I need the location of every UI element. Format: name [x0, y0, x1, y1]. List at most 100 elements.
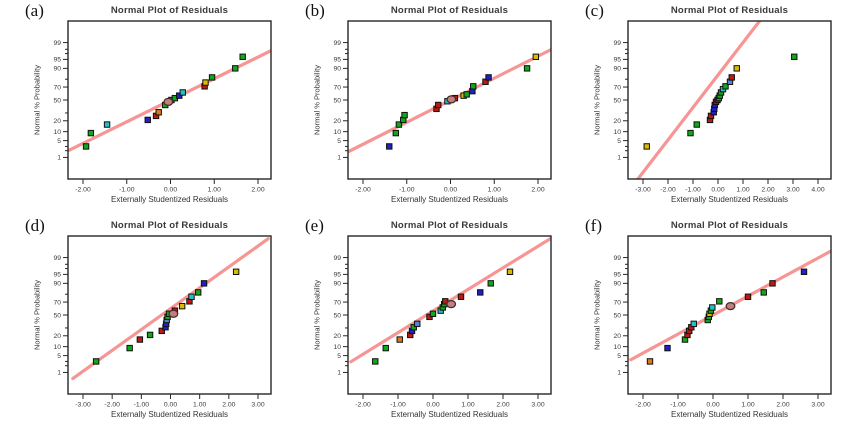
data-point [158, 327, 165, 335]
x-tick-label: -2.00 [104, 402, 120, 409]
data-point [208, 74, 216, 81]
y-tick-label: 90 [53, 281, 61, 288]
x-tick-label: -3.00 [75, 402, 91, 409]
y-tick-label: 99 [613, 255, 621, 262]
y-tick-label: 5 [57, 353, 61, 360]
data-point [232, 268, 240, 275]
x-tick-label: 0.00 [711, 187, 724, 194]
x-tick-label: 2.00 [761, 187, 774, 194]
y-tick-label: 90 [613, 281, 621, 288]
normal-probability-plot-f: 99 95 90 70 50 20 10 5 1 -2.00 -1.00 0.00 1.00 2.00 3.… [613, 235, 832, 409]
data-point [733, 65, 740, 72]
data-point [470, 83, 477, 90]
data-point [155, 109, 162, 116]
data-point [202, 79, 209, 86]
panel-letter-f: (f) [585, 216, 602, 235]
data-point [396, 336, 403, 343]
x-tick-label: 4.00 [811, 187, 824, 194]
x-tick-label: -3.00 [635, 187, 651, 194]
y-tick-label: 10 [333, 344, 341, 351]
x-tick-label: -2.00 [660, 187, 676, 194]
y-tick-label: 99 [613, 40, 621, 47]
x-axis-title: Externally Studentized Residuals [671, 410, 788, 419]
plot-title: Normal Plot of Residuals [390, 5, 509, 16]
data-point [744, 293, 752, 300]
y-tick-label: 95 [333, 57, 341, 64]
plot-panel-e: 99 95 90 70 50 20 10 5 1 -2.00 -1.00 0.00 1.00 2.00 3.… [280, 215, 560, 431]
y-tick-label: 1 [57, 155, 61, 162]
x-tick-label: -2.00 [635, 402, 651, 409]
data-point [401, 111, 408, 119]
y-tick-label: 70 [53, 299, 61, 306]
x-tick-label: 0.00 [706, 402, 719, 409]
data-point [382, 344, 389, 352]
x-tick-label: 3.00 [251, 402, 264, 409]
data-point [414, 320, 421, 328]
y-tick-label: 50 [613, 312, 621, 319]
y-tick-label: 50 [613, 97, 621, 104]
y-axis-title: Normal % Probability [312, 279, 322, 351]
y-axis-title: Normal % Probability [32, 64, 42, 136]
plot-title: Normal Plot of Residuals [390, 220, 509, 231]
y-tick-label: 70 [333, 299, 341, 306]
normal-probability-plot-e: 99 95 90 70 50 20 10 5 1 -2.00 -1.00 0.00 1.00 2.00 3.… [333, 235, 552, 409]
x-axis-title: Externally Studentized Residuals [671, 195, 788, 204]
plot-frame [627, 20, 832, 180]
data-point [523, 65, 531, 72]
data-point [769, 280, 776, 287]
x-tick-label: 0.00 [164, 402, 177, 409]
data-point [485, 74, 492, 81]
data-point [232, 65, 239, 72]
x-tick-label: 2.00 [251, 187, 264, 194]
y-tick-label: 95 [613, 272, 621, 279]
data-point [386, 143, 393, 150]
normal-probability-plot-a: 99 95 90 70 50 20 10 5 1 -2.00 -1.00 0.00 1.00 2.00 [53, 20, 272, 194]
y-tick-label: 20 [53, 333, 61, 340]
x-tick-label: 1.00 [461, 402, 474, 409]
x-tick-label: 1.00 [741, 402, 754, 409]
x-axis-title: Externally Studentized Residuals [391, 195, 508, 204]
data-point [457, 293, 465, 300]
y-tick-label: 99 [333, 255, 341, 262]
x-axis-title: Externally Studentized Residuals [111, 195, 228, 204]
x-tick-label: -1.00 [399, 187, 415, 194]
panel-letter-b: (b) [305, 1, 325, 20]
y-tick-label: 90 [333, 281, 341, 288]
y-tick-label: 1 [617, 370, 621, 377]
y-tick-label: 20 [613, 333, 621, 340]
y-tick-label: 90 [613, 66, 621, 73]
data-point [709, 304, 716, 311]
data-point [126, 344, 133, 352]
y-tick-label: 5 [617, 353, 621, 360]
plot-title: Normal Plot of Residuals [110, 5, 229, 16]
y-tick-label: 99 [333, 40, 341, 47]
normal-probability-plot-b: 99 95 90 70 50 20 10 5 1 -2.00 -1.00 0.00 1.00 2.00 [333, 20, 552, 194]
data-point [722, 83, 729, 90]
data-point [690, 320, 697, 328]
data-point [82, 143, 90, 150]
y-tick-label: 70 [333, 84, 341, 91]
data-point [643, 143, 650, 150]
panel-letter-e: (e) [305, 216, 324, 235]
data-point [239, 53, 246, 60]
y-tick-label: 70 [53, 84, 61, 91]
data-point [646, 358, 654, 365]
y-tick-label: 5 [337, 138, 341, 145]
plot-panel-d: 99 95 90 70 50 20 10 5 1 -3.00 -2.00 -1.00 0.00 1.00 2… [0, 215, 280, 431]
y-tick-label: 99 [53, 40, 61, 47]
data-point [791, 53, 798, 60]
data-point [487, 280, 494, 287]
plot-panel-a: 99 95 90 70 50 20 10 5 1 -2.00 -1.00 0.00 1.00 2.00 (… [0, 0, 280, 215]
x-tick-label: 0.00 [444, 187, 457, 194]
data-point [188, 293, 195, 300]
y-tick-label: 20 [333, 333, 341, 340]
y-tick-label: 90 [53, 66, 61, 73]
trend-line [636, 21, 762, 179]
x-tick-label: 2.00 [496, 402, 509, 409]
x-tick-label: -1.00 [134, 402, 150, 409]
y-tick-label: 50 [333, 312, 341, 319]
y-tick-label: 20 [53, 118, 61, 125]
normal-probability-plot-c: 99 95 90 70 50 20 10 5 1 -3.00 -2.00 -1.00 0.00 1.00 2… [613, 20, 832, 194]
data-point [195, 289, 202, 296]
x-tick-label: 2.00 [776, 402, 789, 409]
